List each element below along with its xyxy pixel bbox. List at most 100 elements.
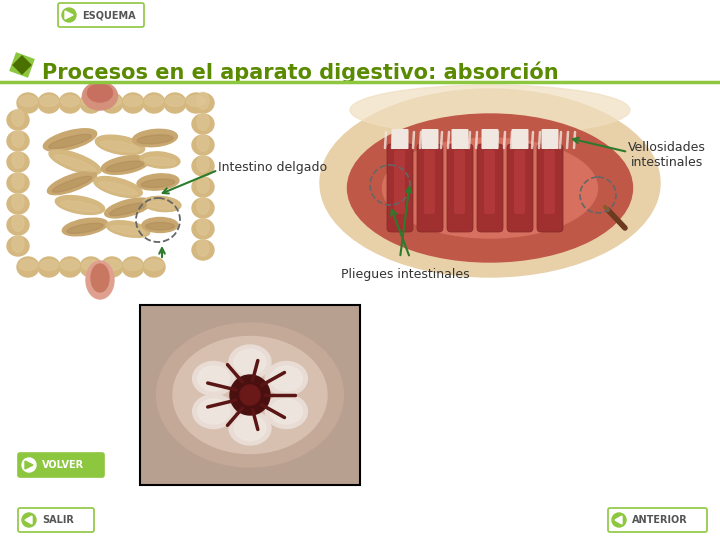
Ellipse shape [7,194,29,214]
FancyBboxPatch shape [387,144,413,232]
Ellipse shape [166,96,184,106]
Ellipse shape [95,135,145,155]
FancyBboxPatch shape [459,129,464,149]
Ellipse shape [192,93,214,113]
Text: ESQUEMA: ESQUEMA [82,10,135,20]
Ellipse shape [197,156,209,172]
FancyBboxPatch shape [537,144,563,232]
Ellipse shape [197,92,209,109]
Ellipse shape [145,222,174,230]
Text: VOLVER: VOLVER [42,460,84,470]
FancyBboxPatch shape [454,150,465,214]
Circle shape [22,458,36,472]
Ellipse shape [197,366,230,391]
Ellipse shape [107,221,150,237]
Ellipse shape [124,96,143,106]
Ellipse shape [43,129,96,151]
FancyBboxPatch shape [430,129,434,149]
Text: Pliegues intestinales: Pliegues intestinales [341,268,469,281]
FancyBboxPatch shape [608,508,707,532]
Ellipse shape [271,366,302,391]
FancyBboxPatch shape [451,129,456,149]
Ellipse shape [7,152,29,172]
Ellipse shape [100,141,140,152]
Polygon shape [615,516,622,524]
Ellipse shape [91,264,109,292]
Ellipse shape [48,171,96,194]
Ellipse shape [124,260,143,271]
Ellipse shape [67,223,103,233]
Ellipse shape [80,93,102,113]
Ellipse shape [40,96,58,106]
Text: Vellosidades
intestinales: Vellosidades intestinales [628,141,706,169]
FancyBboxPatch shape [490,129,495,149]
Ellipse shape [81,96,100,106]
Ellipse shape [7,215,29,235]
Ellipse shape [192,198,214,218]
Ellipse shape [7,173,29,193]
FancyBboxPatch shape [421,129,426,149]
FancyBboxPatch shape [493,129,498,149]
Ellipse shape [142,218,178,233]
Ellipse shape [17,93,39,113]
Ellipse shape [132,129,177,147]
FancyBboxPatch shape [523,129,528,149]
Ellipse shape [348,114,632,262]
Ellipse shape [40,260,58,271]
Ellipse shape [63,218,108,236]
FancyBboxPatch shape [18,508,94,532]
Ellipse shape [350,85,630,135]
Ellipse shape [122,93,144,113]
FancyBboxPatch shape [456,129,461,149]
FancyBboxPatch shape [426,129,431,149]
Ellipse shape [145,96,163,106]
Ellipse shape [137,135,173,144]
Ellipse shape [99,182,138,195]
FancyBboxPatch shape [507,144,533,232]
FancyBboxPatch shape [18,453,104,477]
Ellipse shape [103,96,122,106]
FancyBboxPatch shape [433,129,438,149]
FancyBboxPatch shape [464,129,469,149]
Ellipse shape [17,257,39,277]
FancyBboxPatch shape [516,129,521,149]
FancyBboxPatch shape [58,3,144,27]
Text: SALIR: SALIR [42,515,74,525]
Ellipse shape [147,201,177,209]
FancyBboxPatch shape [392,129,397,149]
Ellipse shape [234,415,266,441]
Ellipse shape [197,239,209,256]
Ellipse shape [102,156,149,174]
Ellipse shape [271,399,302,424]
Ellipse shape [192,156,214,176]
FancyBboxPatch shape [520,129,524,149]
Ellipse shape [104,198,151,218]
Ellipse shape [229,345,271,379]
Ellipse shape [122,257,144,277]
Ellipse shape [7,236,29,256]
Ellipse shape [197,218,209,235]
FancyBboxPatch shape [541,129,546,149]
Ellipse shape [156,323,343,467]
Ellipse shape [197,197,209,214]
FancyBboxPatch shape [482,129,487,149]
Ellipse shape [80,257,102,277]
Ellipse shape [192,240,214,260]
Ellipse shape [192,177,214,197]
Ellipse shape [193,395,235,429]
Polygon shape [25,516,32,524]
FancyBboxPatch shape [424,150,435,214]
Ellipse shape [229,411,271,445]
Text: Procesos en el aparato digestivo: absorción: Procesos en el aparato digestivo: absorc… [42,61,559,83]
Ellipse shape [192,219,214,239]
Ellipse shape [101,93,123,113]
Ellipse shape [320,89,660,277]
Ellipse shape [192,135,214,155]
Bar [9,52,35,78]
Ellipse shape [266,395,307,429]
Ellipse shape [60,201,99,212]
Ellipse shape [12,172,24,190]
Ellipse shape [54,155,96,172]
Ellipse shape [140,152,180,168]
Ellipse shape [193,361,235,395]
